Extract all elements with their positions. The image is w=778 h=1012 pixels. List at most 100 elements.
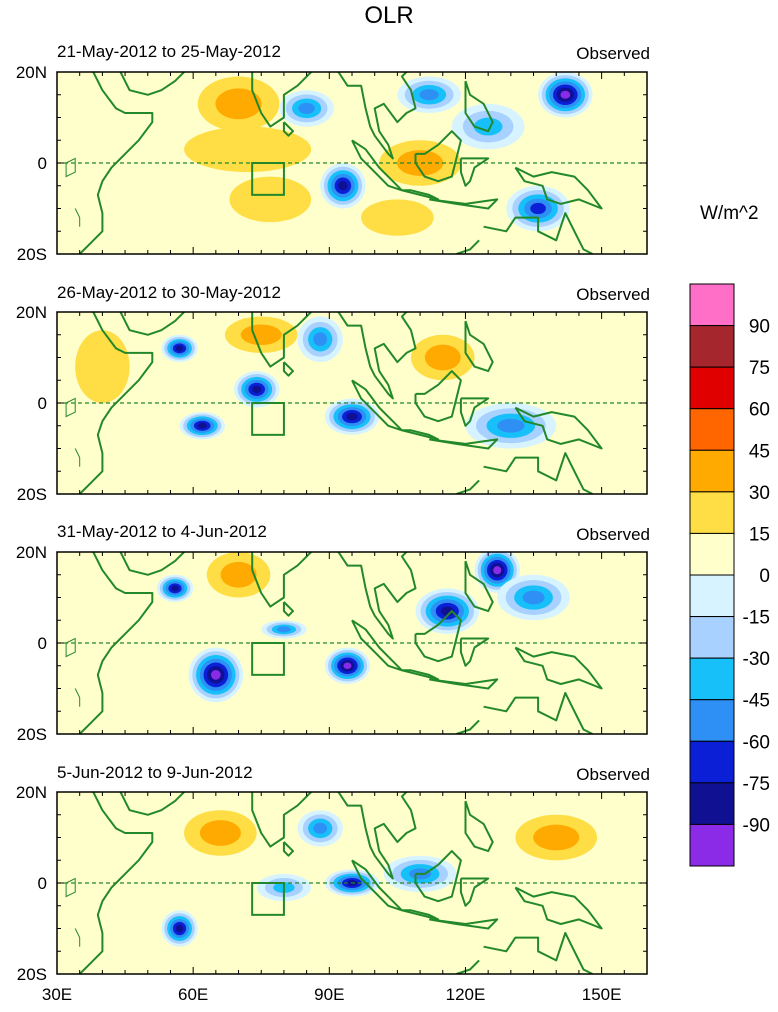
y-tick-label: 20N xyxy=(16,303,47,322)
coastline xyxy=(459,397,490,427)
coastline xyxy=(459,157,490,187)
coastline xyxy=(514,646,603,690)
colorbar-label: 90 xyxy=(749,317,770,338)
anomaly-contour xyxy=(424,344,461,371)
anomaly-contour xyxy=(199,820,241,846)
anomaly-contour xyxy=(346,412,358,421)
colorbar-swatch xyxy=(689,657,735,701)
anomaly-contour xyxy=(530,202,546,215)
coastline xyxy=(220,72,313,128)
anomaly-contour xyxy=(175,345,184,352)
colorbar-swatch xyxy=(689,449,735,493)
coastline xyxy=(429,918,499,930)
study-box xyxy=(251,402,285,436)
anomaly-contour xyxy=(497,418,525,433)
y-tick-label: 0 xyxy=(38,874,47,893)
colorbar-label: 75 xyxy=(749,358,770,379)
coastline xyxy=(429,198,499,210)
coastline xyxy=(456,719,480,734)
colorbar-swatch xyxy=(689,823,735,867)
anomaly-contour xyxy=(313,332,328,347)
y-tick-label: 0 xyxy=(38,154,47,173)
colorbar-label: -60 xyxy=(743,732,770,753)
anomaly-contour xyxy=(215,88,262,120)
panel-1-title: 21-May-2012 to 25-May-2012 xyxy=(57,42,281,61)
anomaly-contour xyxy=(220,561,257,588)
coastline xyxy=(282,841,294,857)
coastline xyxy=(401,189,440,201)
colorbar-swatch xyxy=(689,699,735,742)
lake-outline xyxy=(74,688,81,707)
anomaly-contour xyxy=(313,822,328,834)
x-tick-label: 120E xyxy=(446,985,486,1004)
colorbar-swatch xyxy=(689,366,735,410)
coastline xyxy=(401,429,440,441)
coastline xyxy=(456,959,480,974)
x-tick-label: 150E xyxy=(582,985,622,1004)
study-box xyxy=(251,882,285,916)
lake-outline xyxy=(74,208,81,227)
coastline xyxy=(282,121,294,137)
anomaly-contour xyxy=(522,590,545,605)
coastline xyxy=(401,909,440,921)
colorbar-label: 30 xyxy=(749,483,770,504)
panel-4-tag: Observed xyxy=(576,765,650,784)
coastline xyxy=(78,312,154,494)
coastline xyxy=(220,552,313,608)
coastline xyxy=(337,552,417,640)
colorbar-label: -15 xyxy=(743,608,770,629)
panel-2-tag: Observed xyxy=(576,285,650,304)
coastline xyxy=(514,166,603,210)
anomaly-contour xyxy=(277,626,291,633)
coastline xyxy=(459,637,490,667)
coastline xyxy=(119,552,185,576)
chart-title: OLR xyxy=(364,2,414,29)
coastline xyxy=(78,72,154,254)
coastline xyxy=(464,320,494,373)
coastline xyxy=(483,452,593,494)
coastline xyxy=(78,552,154,734)
colorbar-swatch xyxy=(689,740,735,784)
coastline xyxy=(429,438,499,450)
anomaly-contour xyxy=(338,181,348,191)
anomaly-contour xyxy=(229,176,312,223)
lake-outline xyxy=(74,448,81,467)
study-box xyxy=(251,642,285,676)
colorbar-swatch xyxy=(689,532,735,576)
y-tick-label: 20S xyxy=(17,245,47,264)
colorbar-label: 0 xyxy=(759,566,770,587)
study-box xyxy=(251,162,285,196)
colorbar-swatch xyxy=(689,325,735,368)
anomaly-contour xyxy=(75,330,130,403)
coastline xyxy=(119,792,185,816)
anomaly-contour xyxy=(184,126,312,173)
lake-outline xyxy=(65,637,76,658)
panel-2-title: 26-May-2012 to 30-May-2012 xyxy=(57,283,281,302)
coastline xyxy=(401,669,440,681)
panel-4-field xyxy=(57,792,647,974)
coastline xyxy=(483,212,593,254)
lake-outline xyxy=(65,397,76,418)
anomaly-contour xyxy=(197,422,207,429)
panel-4: 20N 0 20S xyxy=(16,783,648,984)
y-tick-label: 20S xyxy=(17,965,47,984)
y-tick-label: 0 xyxy=(38,634,47,653)
colorbar-label: -30 xyxy=(743,649,770,670)
colorbar-swatch xyxy=(689,283,735,327)
x-tick-label: 30E xyxy=(42,985,72,1004)
anomaly-contour xyxy=(473,117,503,136)
y-tick-label: 20N xyxy=(16,543,47,562)
anomaly-contour xyxy=(343,662,352,669)
coastline xyxy=(337,792,417,880)
anomaly-contour xyxy=(210,669,221,680)
anomaly-contour xyxy=(419,89,439,101)
y-tick-label: 20N xyxy=(16,63,47,82)
coastline xyxy=(220,792,313,848)
coastline xyxy=(414,370,462,423)
panel-1-field xyxy=(57,72,647,254)
anomaly-contour xyxy=(298,102,315,114)
coastline xyxy=(429,678,499,690)
coastline xyxy=(78,792,154,974)
panel-3-field xyxy=(57,552,647,734)
anomaly-contour xyxy=(533,824,580,851)
